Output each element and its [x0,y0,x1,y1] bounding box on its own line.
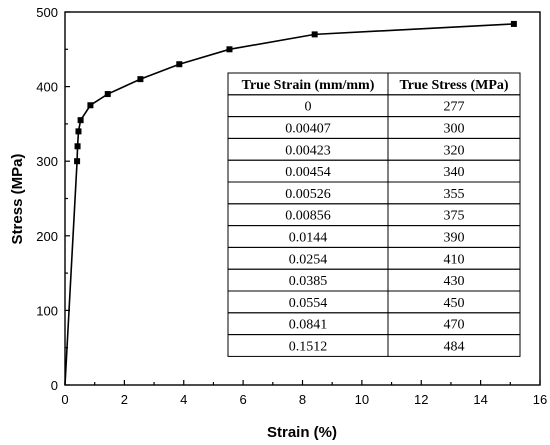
table-strain-value: 0.0254 [289,252,328,267]
table-cell [387,334,521,357]
table-stress-value: 430 [444,274,465,289]
table-stress-value: 320 [444,143,465,158]
table-header-text: True Strain (mm/mm) [242,78,375,93]
y-tick-label: 0 [51,378,58,393]
table-stress-value: 340 [444,165,465,180]
table-strain-value: 0.0554 [289,296,328,311]
table-strain-value: 0.00856 [285,209,331,224]
data-table: True Strain (mm/mm) True Stress (MPa) 0 277… [227,72,521,357]
table-stress-value: 470 [444,318,465,333]
y-tick-label: 100 [36,303,58,318]
x-tick-label: 2 [121,392,128,407]
table-strain-value: 0.0385 [289,274,328,289]
table-strain-value: 0 [305,100,312,115]
data-point-marker [87,102,94,109]
x-tick-label: 10 [355,392,369,407]
table-stress-value: 355 [444,187,465,202]
table-strain-value: 0.00526 [285,187,331,202]
x-tick-label: 0 [61,392,68,407]
table-stress-value: 410 [444,252,465,267]
table-stress-value: 277 [444,100,465,115]
y-axis-title: Stress (MPa) [9,154,26,245]
table-strain-value: 0.00454 [285,165,331,180]
x-tick-label: 14 [473,392,487,407]
y-tick-label: 500 [36,5,58,20]
table-stress-value: 300 [444,122,465,137]
x-tick-label: 16 [533,392,547,407]
data-point-marker [137,76,144,83]
x-tick-label: 4 [180,392,187,407]
x-axis-title: Strain (%) [267,424,337,441]
data-point-marker [77,117,84,124]
table-stress-value: 484 [444,340,465,355]
table-stress-value: 390 [444,231,465,246]
data-point-marker [510,20,517,27]
y-tick-label: 300 [36,154,58,169]
x-tick-label: 8 [299,392,306,407]
table-strain-value: 0.00423 [285,143,331,158]
data-point-marker [311,31,318,38]
data-point-marker [104,91,111,98]
y-tick-label: 400 [36,80,58,95]
x-tick-label: 12 [414,392,428,407]
table-strain-value: 0.0841 [289,318,328,333]
table-stress-value: 375 [444,209,465,224]
x-tick-label: 6 [240,392,247,407]
ticks: 0 2 4 6 8 10 12 14 16 0 100 200 300 400 500 [36,5,547,407]
data-point-marker [74,143,81,150]
table-strain-value: 0.0144 [289,231,328,246]
table-header-text: True Stress (MPa) [399,78,508,93]
data-point-marker [226,46,233,53]
data-point-marker [176,61,183,68]
table-stress-value: 450 [444,296,465,311]
table-strain-value: 0.00407 [285,122,331,137]
y-tick-label: 200 [36,229,58,244]
data-point-marker [74,158,81,165]
data-point-marker [75,128,82,135]
series [64,20,517,386]
table-strain-value: 0.1512 [289,340,328,355]
